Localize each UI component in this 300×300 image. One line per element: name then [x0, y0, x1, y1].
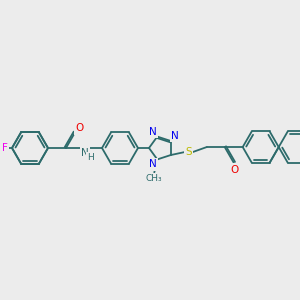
Text: CH₃: CH₃: [146, 174, 163, 183]
Text: F: F: [2, 143, 8, 153]
Text: N: N: [81, 148, 89, 158]
Text: N: N: [149, 127, 157, 136]
Text: S: S: [185, 147, 192, 157]
Text: O: O: [75, 123, 83, 134]
Text: N: N: [171, 131, 178, 141]
Text: O: O: [231, 165, 239, 175]
Text: N: N: [149, 159, 157, 170]
Text: H: H: [87, 154, 93, 163]
